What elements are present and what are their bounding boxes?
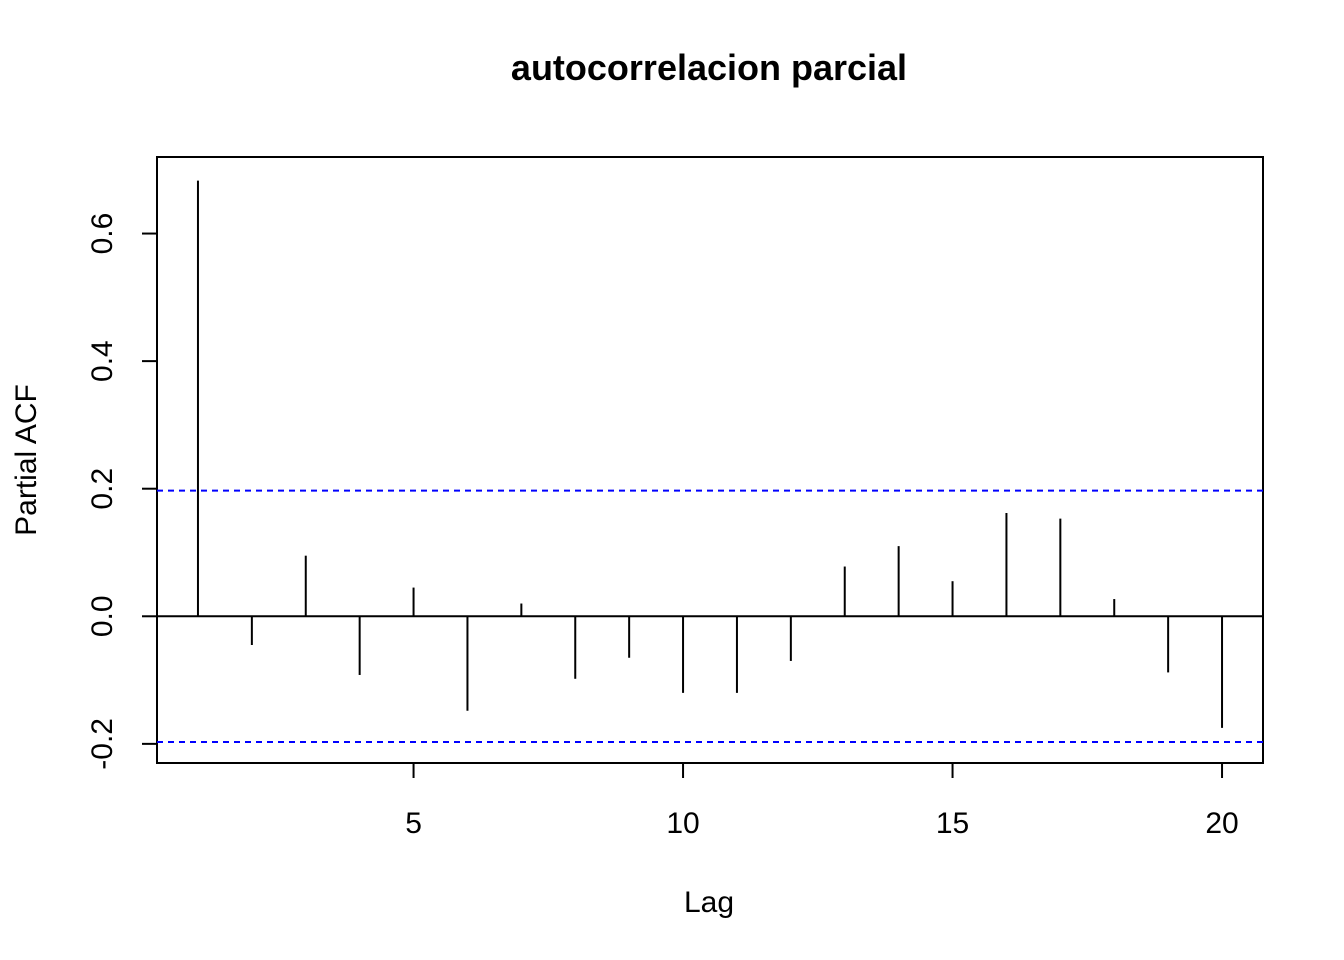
y-tick-label: -0.2 [86,718,119,770]
x-axis-label: Lag [684,886,734,919]
x-tick-label: 5 [405,807,422,840]
y-tick-label: 0.4 [86,340,119,382]
plot-frame [156,156,1264,764]
x-tick-label: 15 [936,807,969,840]
chart-title: autocorrelacion parcial [511,47,907,88]
plot-area: 5 10 15 20 -0.2 0.0 0.2 0.4 0.6 [86,156,1264,840]
x-tick-label: 10 [666,807,699,840]
y-tick-label: 0.0 [86,595,119,637]
y-tick-label: 0.2 [86,468,119,510]
y-tick-label: 0.6 [86,213,119,255]
y-axis-label: Partial ACF [10,384,43,536]
x-tick-label: 20 [1205,807,1238,840]
